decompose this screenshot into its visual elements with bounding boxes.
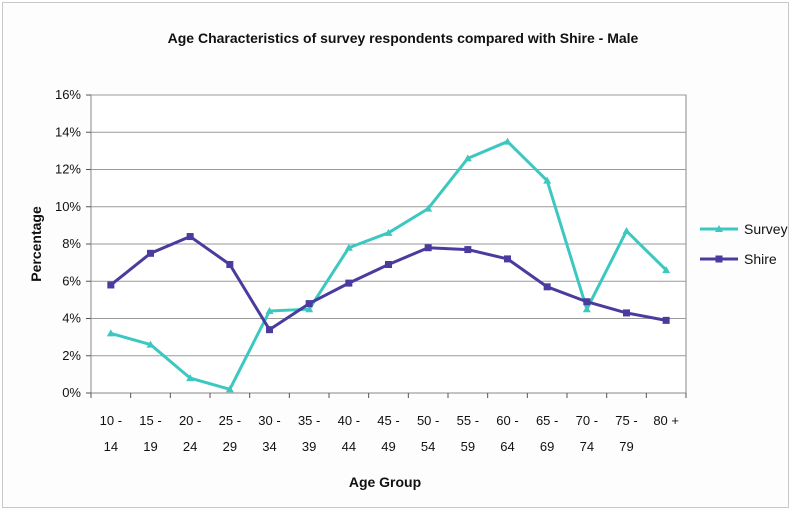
data-point-shire: [464, 246, 472, 254]
line-chart: Age Characteristics of survey respondent…: [28, 30, 788, 490]
x-axis-ticks: 10 -14 15 -19 20 -24 25 -29 30 -34 35 -39 40 -…: [90, 393, 687, 454]
data-point-survey: [106, 329, 115, 337]
x-tick-label: 80 +: [653, 413, 679, 428]
x-tick-label: 15 -19: [139, 413, 161, 454]
x-tick-label: 30 -34: [258, 413, 280, 454]
y-tick-label: 16%: [55, 87, 81, 102]
y-tick-label: 10%: [55, 199, 81, 214]
data-point-survey: [305, 305, 314, 313]
data-point-survey: [463, 154, 472, 162]
data-point-shire: [543, 283, 551, 291]
y-axis-ticks: 0% 2% 4% 6% 8% 10% 12% 14% 16%: [55, 87, 91, 400]
y-tick-label: 6%: [62, 273, 81, 288]
data-point-shire: [147, 249, 154, 257]
legend-marker-shire: [715, 255, 723, 263]
data-point-shire: [226, 260, 234, 268]
y-tick-label: 2%: [62, 348, 81, 363]
data-point-survey: [662, 266, 671, 274]
x-tick-label: 55 -59: [457, 413, 479, 454]
data-point-survey: [503, 137, 512, 145]
data-point-survey: [265, 307, 274, 315]
data-point-survey: [344, 243, 353, 251]
legend: Survey Shire: [700, 221, 788, 267]
legend-marker-survey: [715, 225, 723, 232]
x-tick-label: 45 -49: [377, 413, 399, 454]
legend-label-shire: Shire: [744, 251, 777, 267]
data-point-survey: [543, 176, 552, 184]
x-tick-label: 35 -39: [298, 413, 320, 454]
x-tick-label: 65 -69: [536, 413, 558, 454]
grid-lines: [91, 94, 686, 357]
legend-item-shire: Shire: [700, 251, 777, 267]
data-point-shire: [424, 244, 432, 252]
data-point-survey: [424, 204, 433, 212]
x-tick-label: 50 -54: [417, 413, 439, 454]
x-axis-label: Age Group: [349, 474, 421, 490]
data-point-survey: [186, 374, 195, 382]
y-tick-label: 12%: [55, 162, 81, 177]
data-point-shire: [107, 281, 115, 289]
x-tick-label: 60 -64: [496, 413, 518, 454]
data-point-shire: [623, 309, 630, 317]
data-point-survey: [622, 226, 631, 234]
x-tick-label: 20 -24: [179, 413, 201, 454]
legend-item-survey: Survey: [700, 221, 788, 237]
y-tick-label: 14%: [55, 124, 81, 139]
data-point-shire: [583, 298, 591, 306]
data-point-survey: [384, 228, 393, 236]
y-tick-label: 8%: [62, 236, 81, 251]
data-point-shire: [305, 300, 313, 308]
data-point-shire: [345, 279, 353, 287]
data-point-shire: [266, 326, 273, 334]
x-tick-label: 25 -29: [219, 413, 241, 454]
series-layer: [106, 137, 671, 393]
data-point-shire: [385, 260, 392, 268]
legend-label-survey: Survey: [744, 221, 788, 237]
y-axis-label: Percentage: [28, 206, 44, 282]
series-shire: [107, 233, 670, 334]
data-point-survey: [582, 305, 591, 313]
data-point-survey: [146, 340, 155, 348]
data-point-survey: [225, 385, 234, 393]
series-survey: [106, 137, 671, 393]
data-point-shire: [662, 316, 670, 324]
y-tick-label: 4%: [62, 311, 81, 326]
x-tick-label: 75 -79: [615, 413, 637, 454]
x-tick-label: 40 -44: [338, 413, 360, 454]
chart-title: Age Characteristics of survey respondent…: [168, 30, 639, 46]
data-point-shire: [186, 233, 194, 241]
y-tick-label: 0%: [62, 385, 81, 400]
data-point-shire: [504, 255, 511, 263]
x-tick-label: 70 -74: [576, 413, 598, 454]
x-tick-label: 10 -14: [100, 413, 122, 454]
